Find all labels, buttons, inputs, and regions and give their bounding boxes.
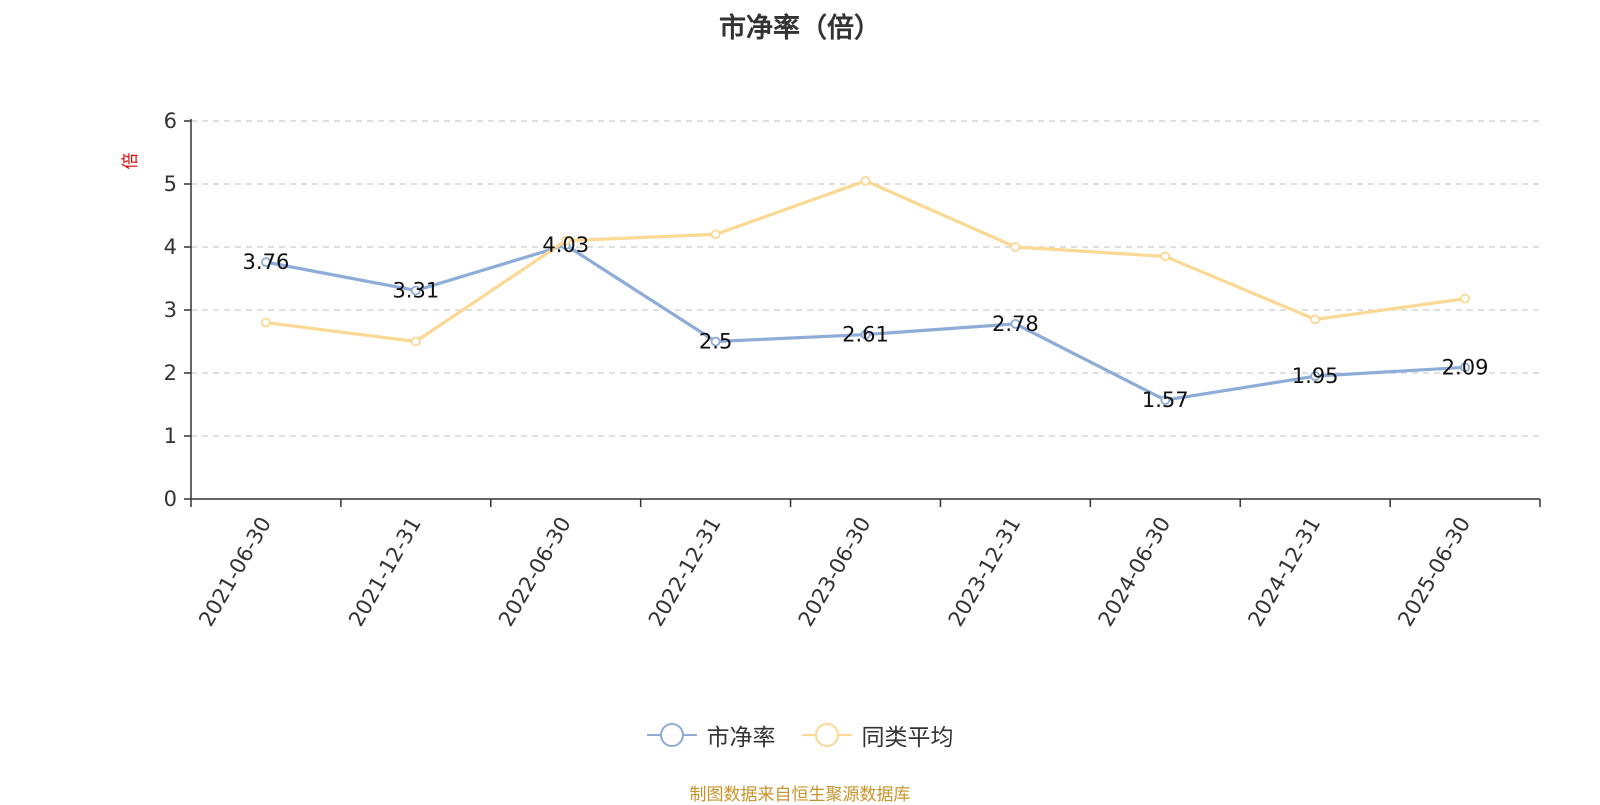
data-point — [410, 336, 421, 347]
data-point — [261, 317, 271, 328]
series-line — [265, 179, 1466, 344]
y-tick-label: 6 — [164, 109, 177, 133]
data-labels: 3.76 3.31 4.03 2.5 2.61 2.78 1.57 1.95 2.09 — [243, 233, 1489, 412]
data-point — [710, 336, 721, 347]
x-tick-label: 2023-06-30 — [794, 513, 876, 631]
data-label: 3.76 — [243, 250, 290, 274]
data-point — [710, 229, 721, 240]
data-point — [860, 329, 871, 340]
x-tick-label: 2023-12-31 — [944, 513, 1026, 631]
chart-title: 市净率（倍） — [719, 13, 881, 44]
source-note: 制图数据来自恒生聚源数据库 — [689, 785, 911, 805]
legend-item[interactable]: 同类平均 — [801, 718, 954, 752]
x-tick-label: 2022-12-31 — [644, 513, 726, 631]
data-point — [261, 257, 271, 268]
data-point — [560, 235, 571, 246]
x-tick-label: 2021-06-30 — [194, 513, 276, 631]
data-label: 3.31 — [392, 278, 439, 302]
legend-label: 市净率 — [706, 725, 776, 751]
y-tick-label: 1 — [164, 424, 177, 448]
data-point — [1010, 318, 1021, 329]
data-label: 1.95 — [1292, 364, 1339, 388]
data-point — [410, 285, 421, 296]
data-point — [1160, 251, 1171, 262]
data-point — [860, 175, 871, 186]
legend-label: 同类平均 — [861, 725, 954, 751]
x-tick-label: 2025-06-30 — [1393, 513, 1475, 631]
y-tick-label: 5 — [164, 172, 177, 196]
data-label: 2.09 — [1442, 355, 1489, 379]
y-tick-label: 4 — [164, 235, 177, 259]
x-tick-label: 2024-06-30 — [1094, 513, 1176, 631]
data-label: 2.61 — [842, 323, 889, 347]
legend-item[interactable]: 市净率 — [646, 718, 776, 752]
data-point — [1160, 395, 1171, 405]
y-tick-label: 2 — [164, 361, 177, 385]
y-axis-label: 倍 — [121, 153, 141, 170]
x-tick-label: 2022-06-30 — [494, 513, 576, 631]
legend: 市净率 同类平均 — [0, 718, 1600, 752]
data-point — [1310, 371, 1321, 382]
legend-line-marker-icon — [646, 722, 697, 748]
data-label: 2.78 — [992, 312, 1039, 336]
data-point — [1010, 242, 1021, 252]
data-point — [1460, 362, 1470, 373]
data-label: 2.5 — [699, 330, 732, 354]
data-point — [1310, 314, 1321, 325]
y-tick-label: 3 — [164, 298, 177, 322]
x-tick-label: 2024-12-31 — [1243, 513, 1325, 631]
series — [261, 175, 1470, 405]
y-tick-label: 0 — [164, 487, 177, 511]
x-tick-label: 2021-12-31 — [344, 513, 426, 631]
legend-line-marker-icon — [801, 722, 852, 748]
grid-lines — [191, 120, 1540, 437]
data-point — [1460, 293, 1470, 304]
data-label: 1.57 — [1142, 388, 1189, 412]
data-label: 4.03 — [542, 233, 589, 257]
